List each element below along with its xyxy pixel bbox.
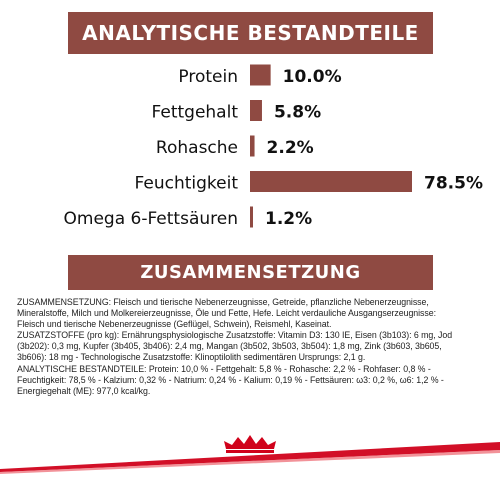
value-label: 2.2% (267, 138, 314, 158)
bar (250, 206, 253, 228)
analysis-bar-chart: Protein 10.0% Fettgehalt 5.8% Rohasche 2.2% Fe… (64, 64, 483, 229)
category-label: Protein (178, 67, 238, 87)
footer (0, 420, 500, 500)
composition-line: Mineralstoffe, Milch und Molkereierzeugn… (17, 308, 436, 319)
composition-line: Fleisch und tierische Nebenerzeugnisse (… (17, 319, 332, 330)
analysis-banner: ANALYTISCHE BESTANDTEILE (68, 12, 433, 54)
category-label: Omega 6-Fettsäuren (64, 209, 239, 229)
category-label: Rohasche (156, 138, 238, 158)
composition-line: ZUSAMMENSETZUNG: Fleisch und tierische N… (17, 297, 429, 307)
composition-line: ZUSATZSTOFFE (pro kg): Ernährungsphysiol… (17, 330, 453, 341)
category-label: Feuchtigkeit (135, 174, 239, 194)
composition-line: Feuchtigkeit: 78,5 % - Kalzium: 0,32 % -… (17, 374, 444, 385)
composition-text: ZUSAMMENSETZUNG: Fleisch und tierische N… (17, 297, 487, 397)
value-label: 1.2% (265, 209, 312, 229)
royal-canin-crown-logo (224, 435, 276, 453)
red-swoosh-decoration (0, 442, 500, 474)
composition-line: (3b202): 0,3 mg, Kupfer (3b405, 3b406): … (17, 341, 442, 352)
bar (250, 135, 255, 157)
category-label: Fettgehalt (152, 103, 239, 123)
composition-line: ANALYTISCHE BESTANDTEILE: Protein: 10,0 … (17, 363, 431, 374)
value-label: 5.8% (274, 103, 321, 123)
composition-banner: ZUSAMMENSETZUNG (68, 255, 433, 290)
bar (250, 100, 262, 121)
value-label: 78.5% (424, 174, 483, 194)
value-label: 10.0% (283, 67, 342, 87)
composition-line: Energiegehalt (ME): 977,0 kcal/kg. (17, 385, 151, 396)
bar (250, 171, 412, 192)
composition-line: 3b606): 18 mg - Technologische Zusatzsto… (17, 352, 366, 363)
bar (250, 64, 271, 86)
